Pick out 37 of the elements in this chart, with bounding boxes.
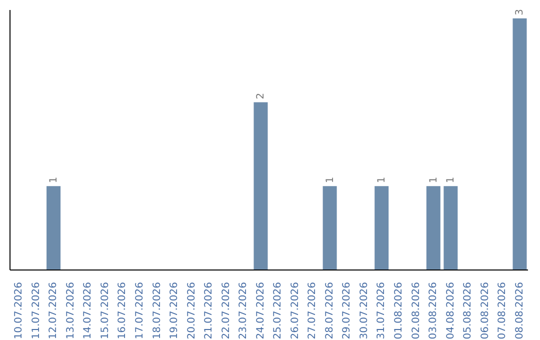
x-tick-label: 16.07.2026 [117,282,128,340]
x-tick-label: 14.07.2026 [82,282,94,340]
x-tick-label: 17.07.2026 [134,282,146,340]
x-tick-label: 27.07.2026 [307,282,318,340]
data-label: 1 [446,176,457,184]
data-label: 1 [428,176,440,184]
x-tick-label: 26.07.2026 [290,282,301,340]
x-tick-label: 24.07.2026 [255,282,266,340]
x-tick-label: 25.07.2026 [272,282,284,340]
x-tick-label: 19.07.2026 [169,282,180,340]
x-tick-label: 15.07.2026 [100,282,111,340]
x-tick-label: 23.07.2026 [238,282,250,340]
x-tick-label: 03.08.2026 [428,282,440,340]
data-label: 1 [376,176,388,184]
data-label: 2 [256,92,267,100]
x-tick-label: 10.07.2026 [14,282,25,340]
x-tick-label: 21.07.2026 [204,282,215,340]
x-tick-label: 31.07.2026 [376,282,388,340]
data-label: 3 [514,9,526,16]
x-tick-label: 08.08.2026 [514,282,526,340]
x-tick-label: 28.07.2026 [324,282,336,340]
x-tick-label: 06.08.2026 [480,282,491,340]
x-tick-label: 30.07.2026 [358,282,370,340]
x-tick-label: 01.08.2026 [394,282,404,340]
x-tick-label: 12.07.2026 [48,282,60,340]
x-tick-label: 04.08.2026 [445,282,456,340]
x-tick-label: 18.07.2026 [152,282,163,340]
x-tick-label: 05.08.2026 [462,282,474,340]
x-tick-label: 07.08.2026 [497,282,508,340]
x-tick-label: 20.07.2026 [186,282,198,340]
data-label: 1 [324,176,336,184]
x-tick-label: 11.07.2026 [30,282,42,340]
data-label: 1 [48,176,60,184]
x-tick-label: 02.08.2026 [410,282,422,340]
x-tick-label: 29.07.2026 [342,282,353,340]
x-tick-label: 22.07.2026 [220,282,232,340]
x-tick-label: 13.07.2026 [65,282,76,340]
